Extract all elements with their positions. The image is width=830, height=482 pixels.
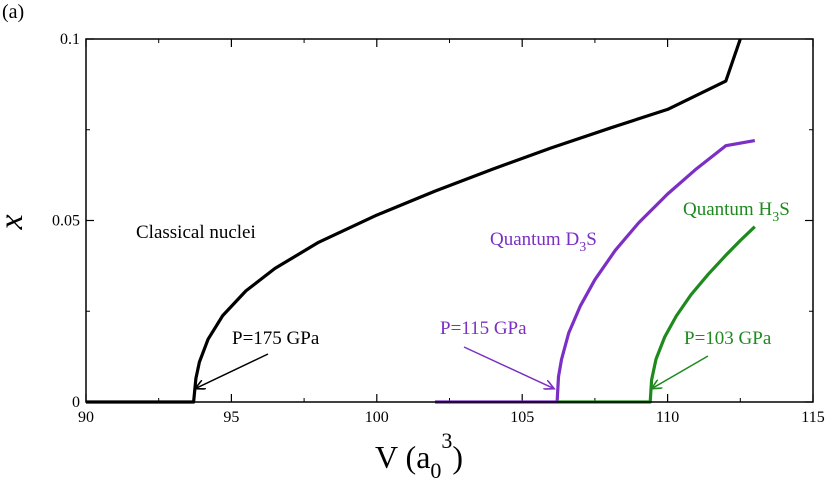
annotation-p103: P=103 GPa (684, 328, 772, 349)
annotation-p175: P=175 GPa (232, 328, 320, 349)
x-axis-title-sup: 3 (441, 428, 452, 453)
y-tick-labels: 0 0.05 0.1 (52, 31, 80, 411)
arrow-p175 (195, 353, 269, 389)
panel-label: (a) (2, 1, 24, 23)
x-axis-title-main: V (a (375, 439, 430, 475)
x-tick-labels: 90 95 100 105 110 115 (78, 409, 825, 426)
y-tick-label: 0 (72, 394, 80, 411)
arrow-p103 (652, 355, 709, 389)
x-tick-label: 105 (510, 409, 534, 426)
label-h3s-end: S (779, 199, 790, 220)
label-d3s-main: Quantum D (490, 229, 579, 250)
label-h3s: Quantum H3S (683, 199, 790, 225)
x-tick-label: 100 (365, 409, 389, 426)
annotation-p115: P=115 GPa (440, 318, 527, 339)
series-line-classical (86, 38, 742, 404)
x-tick-label: 90 (78, 409, 94, 426)
x-tick-label: 115 (801, 409, 824, 426)
series-layer (86, 38, 756, 404)
series-line-h3s (557, 225, 756, 404)
y-tick-label: 0.05 (52, 213, 80, 230)
label-h3s-sub: 3 (772, 210, 779, 225)
label-d3s-sub: 3 (579, 240, 586, 255)
x-axis-title-end: ) (452, 439, 463, 475)
y-axis-title: x (0, 214, 30, 230)
x-axis-title-sub: 0 (430, 458, 441, 482)
label-h3s-main: Quantum H (683, 199, 772, 220)
label-d3s-end: S (586, 229, 597, 250)
y-tick-label: 0.1 (60, 31, 80, 48)
x-axis-title: V (a03) (375, 428, 463, 482)
label-classical: Classical nuclei (136, 222, 256, 243)
arrow-p115 (463, 346, 554, 389)
label-d3s: Quantum D3S (490, 229, 597, 255)
x-tick-label: 95 (223, 409, 239, 426)
series-line-d3s (435, 139, 756, 404)
x-tick-label: 110 (656, 409, 679, 426)
plot-frame (85, 38, 814, 403)
